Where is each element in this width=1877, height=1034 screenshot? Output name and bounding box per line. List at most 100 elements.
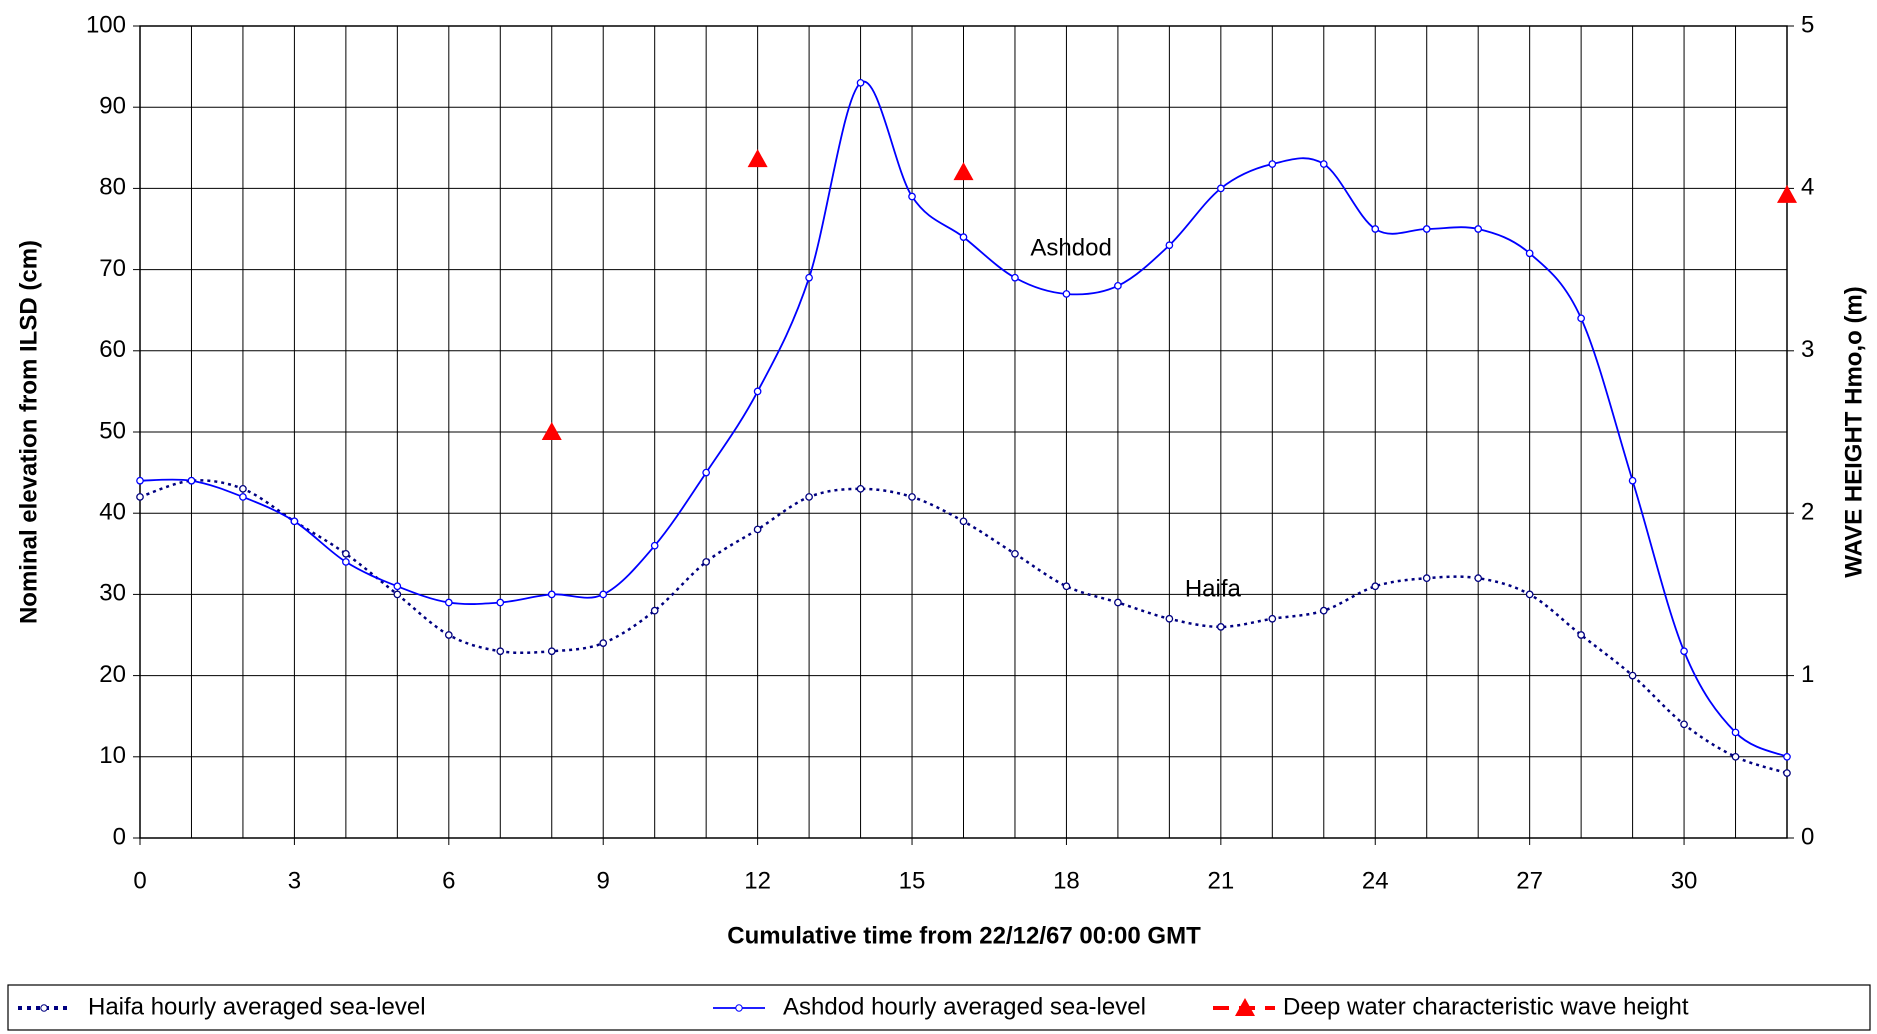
point-marker xyxy=(496,598,505,607)
point-marker xyxy=(856,78,865,87)
point-marker xyxy=(599,590,608,599)
point-marker xyxy=(1422,574,1431,583)
point-marker xyxy=(136,493,144,501)
point-marker xyxy=(1783,769,1791,777)
x-tick-label: 0 xyxy=(133,867,146,894)
point-marker xyxy=(1525,590,1534,599)
point-marker xyxy=(1474,574,1483,583)
wave-marker xyxy=(953,162,974,181)
point-marker xyxy=(908,192,916,201)
y-tick-label: 20 xyxy=(99,661,126,688)
point-marker xyxy=(393,590,402,599)
wave-marker xyxy=(747,149,768,168)
legend-marker xyxy=(735,1004,743,1012)
point-marker xyxy=(1011,273,1019,282)
y-tick-label: 40 xyxy=(99,499,126,526)
point-marker xyxy=(1731,752,1740,761)
x-tick-label: 12 xyxy=(744,867,771,894)
point-marker xyxy=(1268,160,1277,168)
legend-label: Deep water characteristic wave height xyxy=(1283,993,1689,1020)
point-marker xyxy=(1731,728,1740,737)
y2-tick-label: 4 xyxy=(1801,174,1814,201)
point-marker xyxy=(1680,720,1688,729)
x-tick-label: 24 xyxy=(1362,867,1389,894)
y-tick-label: 30 xyxy=(99,580,126,607)
wave-marker xyxy=(1777,184,1797,203)
point-marker xyxy=(650,541,659,550)
point-marker xyxy=(1628,476,1637,485)
point-marker xyxy=(1165,241,1174,250)
point-marker xyxy=(342,549,350,558)
y-tick-label: 90 xyxy=(99,93,126,120)
legend-label: Ashdod hourly averaged sea-level xyxy=(783,993,1146,1020)
y2-tick-label: 5 xyxy=(1801,11,1814,38)
point-marker xyxy=(1216,623,1225,631)
point-marker xyxy=(1628,671,1637,680)
point-marker xyxy=(805,493,813,501)
x-tick-label: 27 xyxy=(1516,867,1543,894)
annotation: Ashdod xyxy=(1030,235,1111,262)
point-marker xyxy=(599,639,608,647)
y-tick-label: 50 xyxy=(99,417,126,444)
x-axis-title: Cumulative time from 22/12/67 00:00 GMT xyxy=(727,922,1201,949)
y-tick-label: 70 xyxy=(99,255,126,282)
point-marker xyxy=(1268,614,1277,623)
point-marker xyxy=(239,493,247,501)
point-marker xyxy=(1319,160,1328,168)
point-marker xyxy=(1577,314,1585,323)
point-marker xyxy=(1371,582,1380,591)
x-tick-label: 21 xyxy=(1207,867,1234,894)
point-marker xyxy=(702,558,711,566)
point-marker xyxy=(1319,606,1328,615)
x-tick-label: 9 xyxy=(597,867,610,894)
y2-tick-label: 0 xyxy=(1801,823,1814,850)
point-marker xyxy=(1474,225,1483,233)
point-marker xyxy=(1216,184,1225,193)
legend-marker xyxy=(1235,998,1255,1016)
wave-marker xyxy=(541,422,562,440)
point-marker xyxy=(444,598,453,607)
point-marker xyxy=(1114,281,1122,290)
annotation: Haifa xyxy=(1185,576,1242,603)
point-marker xyxy=(1165,614,1174,623)
legend-label: Haifa hourly averaged sea-level xyxy=(88,993,426,1020)
y2-axis-title: WAVE HEIGHT Hmo,o (m) xyxy=(1840,286,1867,578)
point-marker xyxy=(908,493,916,501)
point-marker xyxy=(959,517,968,526)
x-tick-label: 18 xyxy=(1053,867,1080,894)
point-marker xyxy=(342,558,350,566)
x-tick-label: 3 xyxy=(288,867,301,894)
point-marker xyxy=(136,476,144,485)
point-marker xyxy=(1680,647,1688,656)
x-tick-label: 15 xyxy=(899,867,926,894)
point-marker xyxy=(1422,225,1431,233)
legend-box xyxy=(7,984,1871,1031)
point-marker xyxy=(1011,549,1019,558)
y2-tick-label: 3 xyxy=(1801,336,1814,363)
y-tick-label: 0 xyxy=(113,823,126,850)
y2-tick-label: 2 xyxy=(1801,499,1814,526)
point-marker xyxy=(547,647,556,656)
point-marker xyxy=(1577,631,1585,639)
y-tick-label: 60 xyxy=(99,336,126,363)
point-marker xyxy=(1062,582,1071,591)
point-marker xyxy=(650,606,659,615)
point-marker xyxy=(547,590,556,599)
y-tick-label: 80 xyxy=(99,174,126,201)
point-marker xyxy=(393,582,402,591)
point-marker xyxy=(959,233,968,241)
point-marker xyxy=(1114,598,1122,607)
point-marker xyxy=(702,468,711,477)
y-axis-title: Nominal elevation from ILSD (cm) xyxy=(15,240,42,624)
point-marker xyxy=(1371,225,1380,233)
point-marker xyxy=(1062,290,1071,298)
legend-marker xyxy=(40,1004,48,1012)
point-marker xyxy=(239,484,247,493)
point-marker xyxy=(1525,249,1534,258)
y-tick-label: 100 xyxy=(86,11,126,38)
x-tick-label: 6 xyxy=(442,867,455,894)
y-tick-label: 10 xyxy=(99,742,126,769)
point-marker xyxy=(187,476,196,485)
y2-tick-label: 1 xyxy=(1801,661,1814,688)
